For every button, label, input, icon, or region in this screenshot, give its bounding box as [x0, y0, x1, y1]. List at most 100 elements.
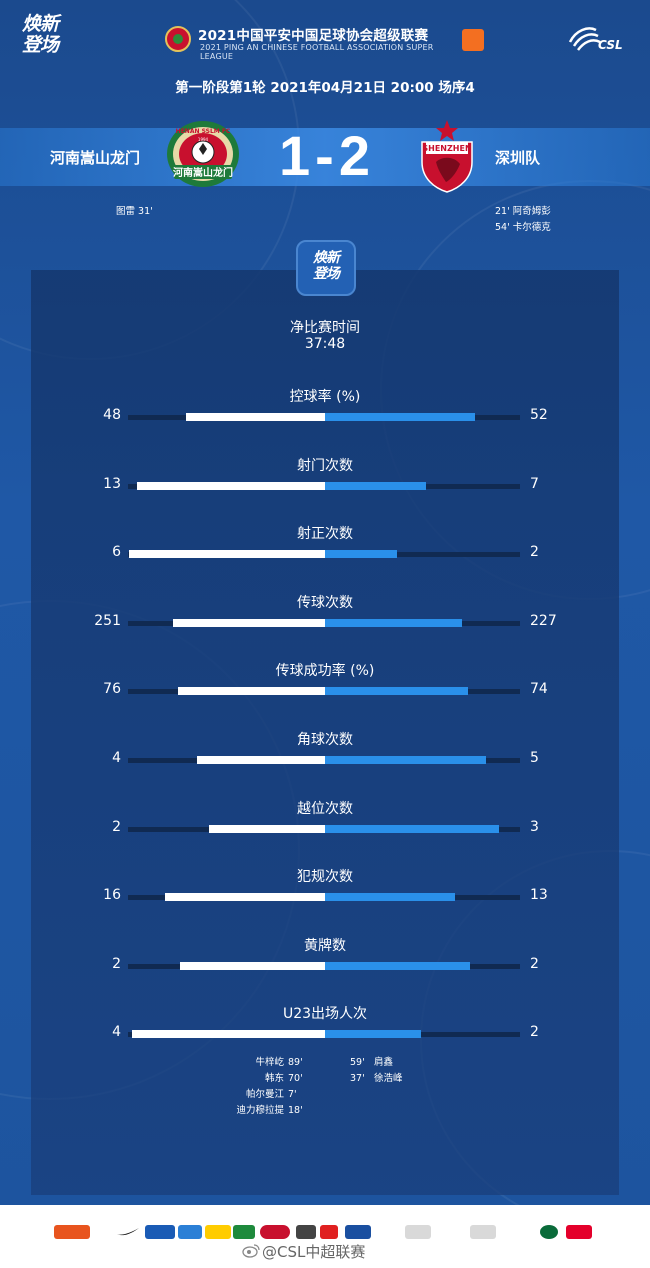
sponsor-logo-icon: [345, 1225, 371, 1239]
home-crest-year: 1994: [198, 137, 209, 142]
away-team-name: 深圳队: [495, 149, 541, 167]
home-u23-list: 牛梓屹 89' 韩东 70' 帕尔曼江 7' 迪力穆拉提 18': [218, 1055, 328, 1119]
scoreline: 1-2: [250, 122, 400, 190]
away-stat-value: 2: [530, 956, 539, 972]
away-stat-bar: [325, 619, 462, 627]
home-scorer: 图雷 31': [116, 203, 153, 217]
stat-label: 射正次数: [297, 526, 353, 542]
away-stat-value: 52: [530, 407, 548, 423]
net-time-value: 37:48: [304, 336, 346, 352]
stat-label: 黄牌数: [304, 938, 346, 954]
sponsor-logo-icon: [296, 1225, 316, 1239]
u23-player-name: 肩鑫: [374, 1057, 394, 1068]
u23-player-row: 59' 肩鑫: [350, 1055, 460, 1071]
sponsor-logo-icon: [260, 1225, 290, 1239]
away-stat-bar: [325, 550, 397, 558]
stat-label: U23出场人次: [282, 1006, 368, 1022]
home-stat-value: 16: [103, 887, 121, 903]
home-scorer-name: 图雷: [116, 206, 136, 217]
home-stat-value: 2: [112, 819, 121, 835]
league-title: 2021中国平安中国足球协会超级联赛: [198, 28, 429, 44]
home-stat-bar: [186, 413, 325, 421]
away-stat-bar: [325, 482, 426, 490]
home-stat-bar: [132, 1030, 325, 1038]
away-stat-bar: [325, 962, 470, 970]
away-stat-bar: [325, 687, 468, 695]
home-stat-bar: [165, 893, 325, 901]
u23-player-row: 牛梓屹 89': [218, 1055, 328, 1071]
home-score: 1: [279, 124, 312, 187]
home-stat-value: 13: [103, 476, 121, 492]
home-stat-value: 48: [103, 407, 121, 423]
weibo-icon: [242, 1244, 260, 1258]
home-team-name: 河南嵩山龙门: [50, 149, 141, 167]
away-stat-value: 74: [530, 681, 548, 697]
home-crest-banner: 河南嵩山龙门: [173, 166, 233, 179]
stat-row: 黄牌数 2 2: [0, 935, 650, 995]
stat-label: 射门次数: [297, 458, 353, 474]
weibo-handle: @CSL中超联赛: [262, 1243, 366, 1261]
away-stat-value: 2: [530, 544, 539, 560]
csl-logo-icon: [568, 27, 601, 51]
away-stat-bar: [325, 893, 455, 901]
stat-row: 犯规次数 16 13: [0, 866, 650, 926]
away-stat-value: 2: [530, 1024, 539, 1040]
away-stat-bar: [325, 1030, 421, 1038]
stat-label: 控球率 (%): [289, 389, 361, 405]
nike-swoosh-icon: [117, 1228, 139, 1236]
away-score: 2: [338, 124, 371, 187]
away-stat-value: 3: [530, 819, 539, 835]
sponsor-logo-icon: [233, 1225, 255, 1239]
stat-row: 传球成功率 (%) 76 74: [0, 660, 650, 720]
stat-row: 传球次数 251 227: [0, 592, 650, 652]
home-crest-arc-text: HENAN SSLM FC: [176, 128, 231, 135]
stat-row: 角球次数 4 5: [0, 729, 650, 789]
sponsor-logo-icon: [405, 1225, 431, 1239]
u23-player-name: 迪力穆拉提: [236, 1105, 284, 1116]
u23-player-row: 韩东 70': [218, 1071, 328, 1087]
away-scorer: 54' 卡尔德克: [495, 219, 551, 233]
u23-player-name: 帕尔曼江: [245, 1089, 284, 1100]
stats-panel: [31, 270, 619, 1195]
stat-label: 角球次数: [297, 732, 353, 748]
stat-label: 传球次数: [297, 595, 353, 611]
csl-logo-text: CSL: [598, 38, 623, 52]
league-subtitle: 2021 PING AN CHINESE FOOTBALL ASSOCIATIO…: [200, 43, 434, 61]
stat-label: 犯规次数: [297, 869, 353, 885]
sponsor-logo-icon: [470, 1225, 496, 1239]
stat-row: 控球率 (%) 48 52: [0, 386, 650, 446]
u23-player-minute: 70': [288, 1073, 303, 1084]
stat-label: 越位次数: [297, 801, 353, 817]
sponsor-logo-icon: [566, 1225, 592, 1239]
home-stat-bar: [209, 825, 325, 833]
home-scorer-minute: 31': [138, 206, 153, 217]
home-stat-value: 6: [112, 544, 121, 560]
match-info: 第一阶段第1轮 2021年04月21日 20:00 场序4: [175, 80, 475, 96]
home-stat-value: 76: [103, 681, 121, 697]
panel-badge: [296, 240, 356, 296]
away-scorer-minute: 54': [495, 222, 510, 233]
home-stat-bar: [178, 687, 325, 695]
title-sponsor-icon: [462, 29, 484, 51]
home-stat-value: 4: [112, 1024, 121, 1040]
stat-row: U23出场人次 4 2: [0, 1003, 650, 1063]
stat-row: 射门次数 13 7: [0, 455, 650, 515]
league-emblem-icon: [165, 26, 191, 52]
score-separator: -: [315, 124, 335, 187]
sponsor-logo-icon: [320, 1225, 338, 1239]
sponsor-logo-icon: [54, 1225, 90, 1239]
away-stat-value: 227: [530, 613, 557, 629]
away-stat-value: 5: [530, 750, 539, 766]
away-stat-bar: [325, 825, 499, 833]
away-crest-text: SHENZHEN: [422, 144, 471, 153]
u23-player-minute: 59': [350, 1057, 365, 1068]
away-scorer-name: 阿奇姆彭: [512, 206, 551, 217]
away-stat-bar: [325, 756, 486, 764]
u23-player-row: 迪力穆拉提 18': [218, 1103, 328, 1119]
home-stat-value: 2: [112, 956, 121, 972]
away-scorer-name: 卡尔德克: [512, 222, 551, 233]
slogan-logo: 焕新 登场: [22, 13, 59, 56]
net-time-label: 净比赛时间: [290, 320, 360, 336]
home-stat-bar: [137, 482, 325, 490]
stat-row: 射正次数 6 2: [0, 523, 650, 583]
